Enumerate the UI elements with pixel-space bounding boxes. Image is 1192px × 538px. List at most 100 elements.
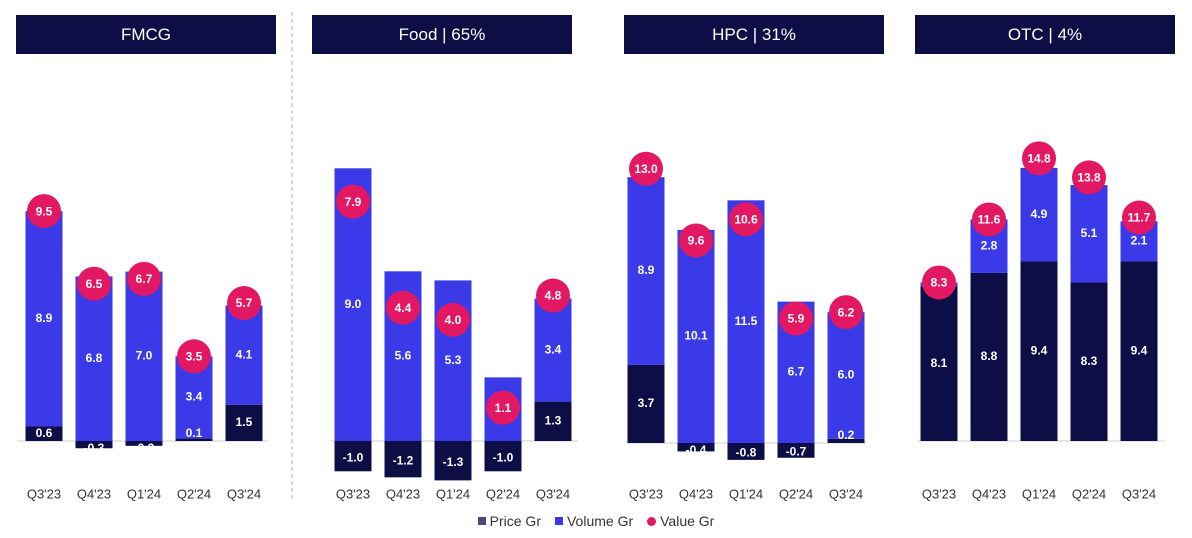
hpc-value-bubble: [729, 202, 763, 237]
food-price-bar: [384, 441, 422, 478]
hpc-volume-bar: [677, 229, 715, 443]
hpc-price-bar: [827, 438, 865, 443]
hpc-volume-label: 8.9: [638, 263, 655, 277]
panel-title-hpc: HPC | 31%: [624, 15, 884, 54]
fmcg-price-bar: [225, 404, 263, 441]
food-volume-label: 9.0: [345, 297, 362, 311]
hpc-value-bubble: [829, 295, 863, 330]
fmcg-value-bubble: [27, 194, 61, 229]
otc-category-label: Q3'23: [922, 486, 956, 501]
fmcg-price-bar: [25, 426, 63, 441]
fmcg-value-label: 6.7: [136, 272, 153, 286]
otc-category-label: Q3'24: [1122, 486, 1156, 501]
panel-title-fmcg: FMCG: [16, 15, 276, 54]
hpc-price-label: -0.4: [686, 443, 707, 457]
food-volume-label: 3.4: [545, 342, 562, 356]
fmcg-category-label: Q2'24: [177, 486, 211, 501]
food-volume-label: 5.6: [395, 348, 412, 362]
fmcg-price-label: 0.1: [186, 426, 203, 440]
otc-value-label: 8.3: [931, 276, 948, 290]
hpc-price-label: -0.7: [786, 445, 807, 459]
hpc-price-bar: [677, 443, 715, 452]
fmcg-volume-label: 4.1: [236, 347, 253, 361]
otc-value-bubble: [1122, 200, 1156, 235]
otc-category-label: Q2'24: [1072, 486, 1106, 501]
hpc-value-bubble: [679, 223, 713, 258]
food-price-bar: [334, 441, 372, 472]
food-price-label: 1.3: [545, 413, 562, 427]
chart-legend: Price Gr Volume Gr Value Gr: [0, 510, 1192, 532]
food-value-label: 4.4: [395, 301, 412, 315]
otc-price-label: 8.1: [931, 356, 948, 370]
otc-volume-label: 2.8: [981, 238, 998, 252]
food-category-label: Q4'23: [386, 486, 420, 501]
fmcg-value-bubble: [227, 286, 261, 321]
otc-volume-bar: [1070, 185, 1108, 283]
hpc-category-label: Q2'24: [779, 486, 813, 501]
fmcg-volume-label: 7.0: [136, 348, 153, 362]
fmcg-price-label: -0.3: [84, 441, 105, 455]
fmcg-category-label: Q1'24: [127, 486, 161, 501]
food-value-bubble: [486, 390, 520, 425]
fmcg-volume-label: 3.4: [186, 390, 203, 404]
hpc-value-label: 6.2: [838, 305, 855, 319]
hpc-volume-bar: [627, 177, 665, 365]
food-value-label: 1.1: [495, 401, 512, 415]
hpc-price-bar: [777, 443, 815, 458]
hpc-price-bar: [627, 364, 665, 443]
otc-volume-label: 2.1: [1131, 234, 1148, 248]
food-volume-label: 5.3: [445, 353, 462, 367]
food-value-label: 4.8: [545, 289, 562, 303]
fmcg-price-label: 0.6: [36, 426, 53, 440]
fmcg-price-bar: [175, 438, 213, 441]
otc-value-bubble: [972, 202, 1006, 237]
food-price-bar: [434, 441, 472, 481]
fmcg-price-bar: [125, 441, 163, 446]
legend-volume: Volume Gr: [554, 513, 634, 529]
hpc-value-bubble: [779, 301, 813, 336]
food-price-label: -1.3: [443, 455, 464, 469]
food-value-bubble: [386, 290, 420, 325]
otc-price-label: 8.3: [1081, 354, 1098, 368]
fmcg-price-bar: [75, 441, 113, 449]
hpc-value-label: 9.6: [688, 234, 705, 248]
hpc-volume-label: 6.7: [788, 364, 805, 378]
hpc-volume-label: 11.5: [735, 314, 758, 328]
legend-volume-swatch: [554, 517, 563, 525]
food-category-label: Q2'24: [486, 486, 520, 501]
otc-value-label: 11.7: [1128, 211, 1151, 225]
food-category-label: Q1'24: [436, 486, 470, 501]
food-value-label: 7.9: [345, 195, 362, 209]
hpc-volume-bar: [727, 200, 765, 443]
otc-category-label: Q4'23: [972, 486, 1006, 501]
food-price-bar: [484, 441, 522, 472]
legend-volume-label: Volume Gr: [566, 513, 634, 529]
fmcg-volume-bar: [125, 271, 163, 441]
fmcg-value-label: 6.5: [86, 277, 103, 291]
fmcg-volume-label: 6.8: [86, 351, 103, 365]
fmcg-value-bubble: [127, 261, 161, 296]
hpc-value-label: 13.0: [634, 162, 658, 176]
otc-price-label: 9.4: [1131, 343, 1148, 357]
food-value-bubble: [436, 302, 470, 337]
hpc-category-label: Q3'24: [829, 486, 863, 501]
fmcg-volume-bar: [225, 305, 263, 405]
fmcg-price-label: 1.5: [236, 415, 253, 429]
food-price-label: -1.0: [343, 450, 364, 464]
fmcg-value-bubble: [77, 266, 111, 301]
otc-price-bar: [920, 286, 958, 441]
legend-price-swatch: [477, 517, 486, 525]
fmcg-volume-label: 8.9: [36, 311, 53, 325]
hpc-category-label: Q1'24: [729, 486, 763, 501]
food-price-bar: [534, 401, 572, 441]
otc-value-label: 13.8: [1077, 171, 1101, 185]
hpc-value-label: 10.6: [734, 213, 758, 227]
hpc-price-label: 0.2: [838, 428, 855, 442]
fmcg-volume-bar: [25, 211, 63, 427]
hpc-value-label: 5.9: [788, 312, 805, 326]
food-value-bubble: [336, 184, 370, 219]
hpc-category-label: Q3'23: [629, 486, 663, 501]
food-price-label: -1.2: [393, 453, 414, 467]
fmcg-value-label: 5.7: [236, 296, 253, 310]
fmcg-value-bubble: [177, 339, 211, 374]
